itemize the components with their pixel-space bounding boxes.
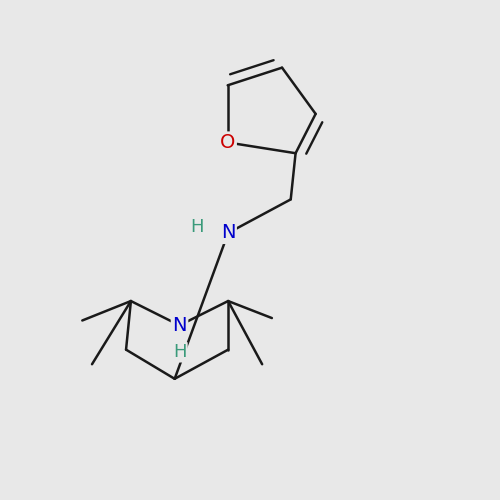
Text: N: N: [172, 316, 187, 335]
Text: N: N: [221, 224, 236, 242]
Text: H: H: [190, 218, 203, 236]
Text: O: O: [220, 133, 236, 152]
Text: H: H: [173, 343, 186, 361]
